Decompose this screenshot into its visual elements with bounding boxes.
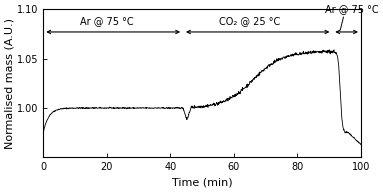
Text: CO₂ @ 25 °C: CO₂ @ 25 °C <box>219 16 280 26</box>
X-axis label: Time (min): Time (min) <box>172 178 232 188</box>
Y-axis label: Normalised mass (A.U.): Normalised mass (A.U.) <box>4 18 14 149</box>
Text: Ar @ 75 °C: Ar @ 75 °C <box>80 16 134 26</box>
Text: Ar @ 75 °C: Ar @ 75 °C <box>324 4 378 14</box>
